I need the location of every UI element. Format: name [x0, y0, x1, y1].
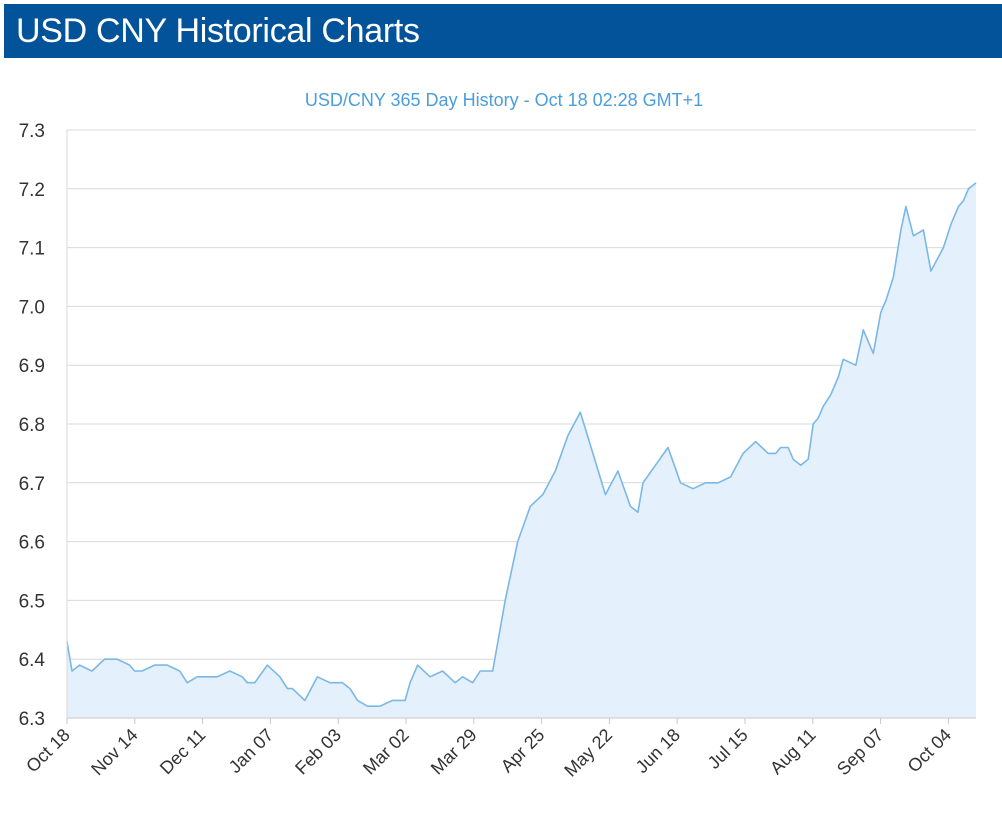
x-tick-label: May 22 — [560, 725, 616, 781]
y-tick-label: 6.6 — [19, 533, 45, 554]
y-tick-label: 6.5 — [19, 591, 45, 612]
x-tick-label: Mar 29 — [427, 725, 481, 779]
x-tick-label: Jan 07 — [225, 725, 277, 777]
x-axis-ticks: Oct 18 Nov 14 Dec 11 Jan 07 Feb 03 Mar 02 Mar … — [22, 718, 955, 781]
y-tick-label: 6.8 — [19, 415, 45, 436]
axes — [66, 130, 976, 719]
x-tick-label: Oct 18 — [22, 725, 74, 777]
y-tick-label: 7.2 — [19, 180, 45, 201]
series-area — [66, 182, 977, 718]
chart-container: USD/CNY 365 Day History - Oct 18 02:28 G… — [0, 58, 1002, 814]
x-tick-label: Aug 11 — [766, 725, 820, 779]
y-tick-label: 6.3 — [19, 709, 45, 730]
x-tick-label: Sep 07 — [833, 725, 887, 779]
x-tick-label: Jul 15 — [704, 725, 752, 773]
series-line — [66, 182, 977, 707]
x-tick-label: Jun 18 — [632, 725, 684, 777]
x-tick-label: Dec 11 — [156, 725, 210, 779]
series-fill — [67, 182, 976, 718]
y-tick-label: 6.4 — [19, 650, 46, 671]
price-chart: USD/CNY 365 Day History - Oct 18 02:28 G… — [19, 90, 977, 781]
y-tick-label: 7.3 — [19, 121, 45, 142]
y-axis-ticks: 6.3 6.4 6.5 6.6 6.7 6.8 6.9 7.0 7.1 7.2 7.3 — [19, 121, 46, 730]
x-tick-label: Feb 03 — [291, 725, 345, 779]
x-tick-label: Mar 02 — [359, 725, 413, 779]
x-tick-label: Nov 14 — [87, 725, 141, 779]
y-tick-label: 7.1 — [19, 239, 45, 260]
grid-lines — [67, 129, 976, 719]
x-tick-label: Apr 25 — [497, 725, 549, 777]
y-tick-label: 7.0 — [19, 297, 45, 318]
chart-title: USD/CNY 365 Day History - Oct 18 02:28 G… — [305, 90, 703, 110]
y-tick-label: 6.7 — [19, 474, 45, 495]
page-title: USD CNY Historical Charts — [16, 11, 420, 50]
y-tick-label: 6.9 — [19, 356, 45, 377]
page-header: USD CNY Historical Charts — [4, 4, 1002, 58]
x-tick-label: Oct 04 — [904, 725, 956, 777]
